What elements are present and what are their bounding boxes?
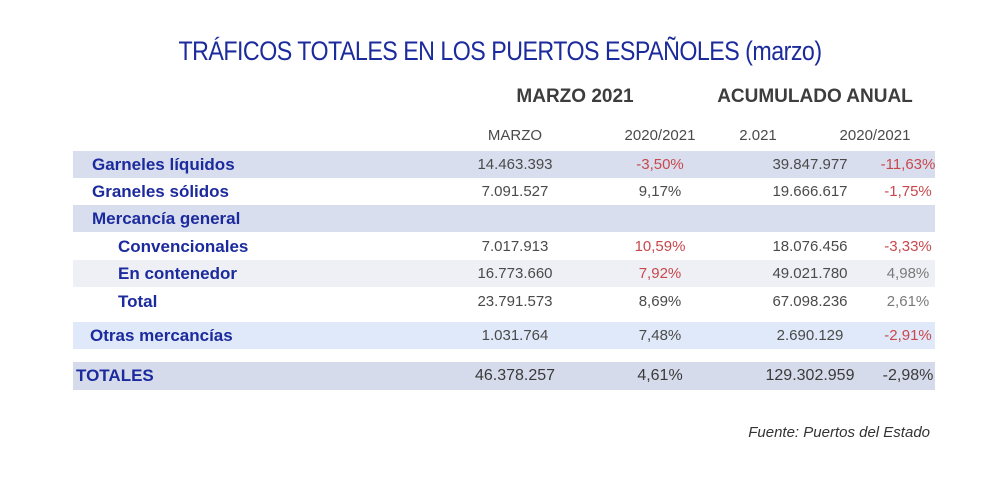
cell-var-month: -3,50% — [636, 156, 684, 173]
group-header-acumulado-anual: ACUMULADO ANUAL — [717, 86, 913, 107]
cell-var-month: 10,59% — [634, 238, 686, 255]
row-label: En contenedor — [118, 264, 238, 283]
column-header-variation-annual: 2020/2021 — [839, 127, 911, 144]
cell-var-month: 7,48% — [638, 327, 682, 344]
cell-marzo: 46.378.257 — [474, 367, 556, 384]
row-label: Convencionales — [118, 237, 249, 256]
table-row-convencionales: Convencionales 7.017.913 10,59% 18.076.4… — [73, 233, 935, 260]
cell-2021: 18.076.456 — [772, 238, 848, 255]
cell-var-annual: -3,33% — [884, 238, 932, 255]
cell-2021: 2.690.129 — [776, 327, 844, 344]
table-row-graneles-liquidos: Garneles líquidos 14.463.393 -3,50% 39.8… — [73, 151, 935, 178]
table-row-otras-mercancias: Otras mercancías 1.031.764 7,48% 2.690.1… — [73, 322, 935, 349]
row-label: Total — [118, 292, 158, 311]
column-header-marzo: MARZO — [487, 127, 543, 144]
cell-var-month: 8,69% — [638, 293, 682, 310]
cell-2021: 39.847.977 — [772, 156, 848, 173]
table-row-totales: TOTALES 46.378.257 4,61% 129.302.959 -2,… — [73, 362, 935, 390]
cell-var-annual: -2,91% — [884, 327, 932, 344]
column-header-variation-month: 2020/2021 — [624, 127, 696, 144]
cell-2021: 129.302.959 — [765, 367, 855, 384]
cell-marzo: 1.031.764 — [481, 327, 549, 344]
group-header-marzo-2021: MARZO 2021 — [516, 86, 634, 107]
source-note: Fuente: Puertos del Estado — [748, 424, 930, 441]
row-label: Graneles sólidos — [92, 182, 229, 201]
cell-marzo: 16.773.660 — [477, 265, 553, 282]
row-label: TOTALES — [76, 366, 154, 385]
cell-var-annual: -11,63% — [880, 156, 936, 173]
cell-var-annual: 4,98% — [886, 265, 930, 282]
cell-marzo: 7.091.527 — [481, 183, 549, 200]
row-label: Mercancía general — [92, 209, 241, 228]
cell-2021: 67.098.236 — [772, 293, 848, 310]
cell-var-annual: -1,75% — [884, 183, 932, 200]
cell-var-annual: -2,98% — [882, 367, 934, 384]
row-label: Otras mercancías — [90, 326, 233, 345]
table-row-mercancia-general: Mercancía general — [73, 205, 935, 232]
table-row-graneles-solidos: Graneles sólidos 7.091.527 9,17% 19.666.… — [73, 178, 935, 205]
cell-marzo: 23.791.573 — [477, 293, 553, 310]
row-label: Garneles líquidos — [92, 155, 235, 174]
cell-var-month: 4,61% — [637, 367, 683, 384]
column-header-2021: 2.021 — [739, 127, 777, 144]
cell-2021: 49.021.780 — [772, 265, 848, 282]
cell-var-month: 7,92% — [638, 265, 682, 282]
table-row-en-contenedor: En contenedor 16.773.660 7,92% 49.021.78… — [73, 260, 935, 287]
page-title: TRÁFICOS TOTALES EN LOS PUERTOS ESPAÑOLE… — [178, 36, 822, 66]
cell-marzo: 14.463.393 — [477, 156, 553, 173]
cell-2021: 19.666.617 — [772, 183, 848, 200]
table-row-total-mercancia: Total 23.791.573 8,69% 67.098.236 2,61% — [73, 288, 935, 315]
cell-var-annual: 2,61% — [886, 293, 930, 310]
cell-var-month: 9,17% — [638, 183, 682, 200]
cell-marzo: 7.017.913 — [481, 238, 549, 255]
